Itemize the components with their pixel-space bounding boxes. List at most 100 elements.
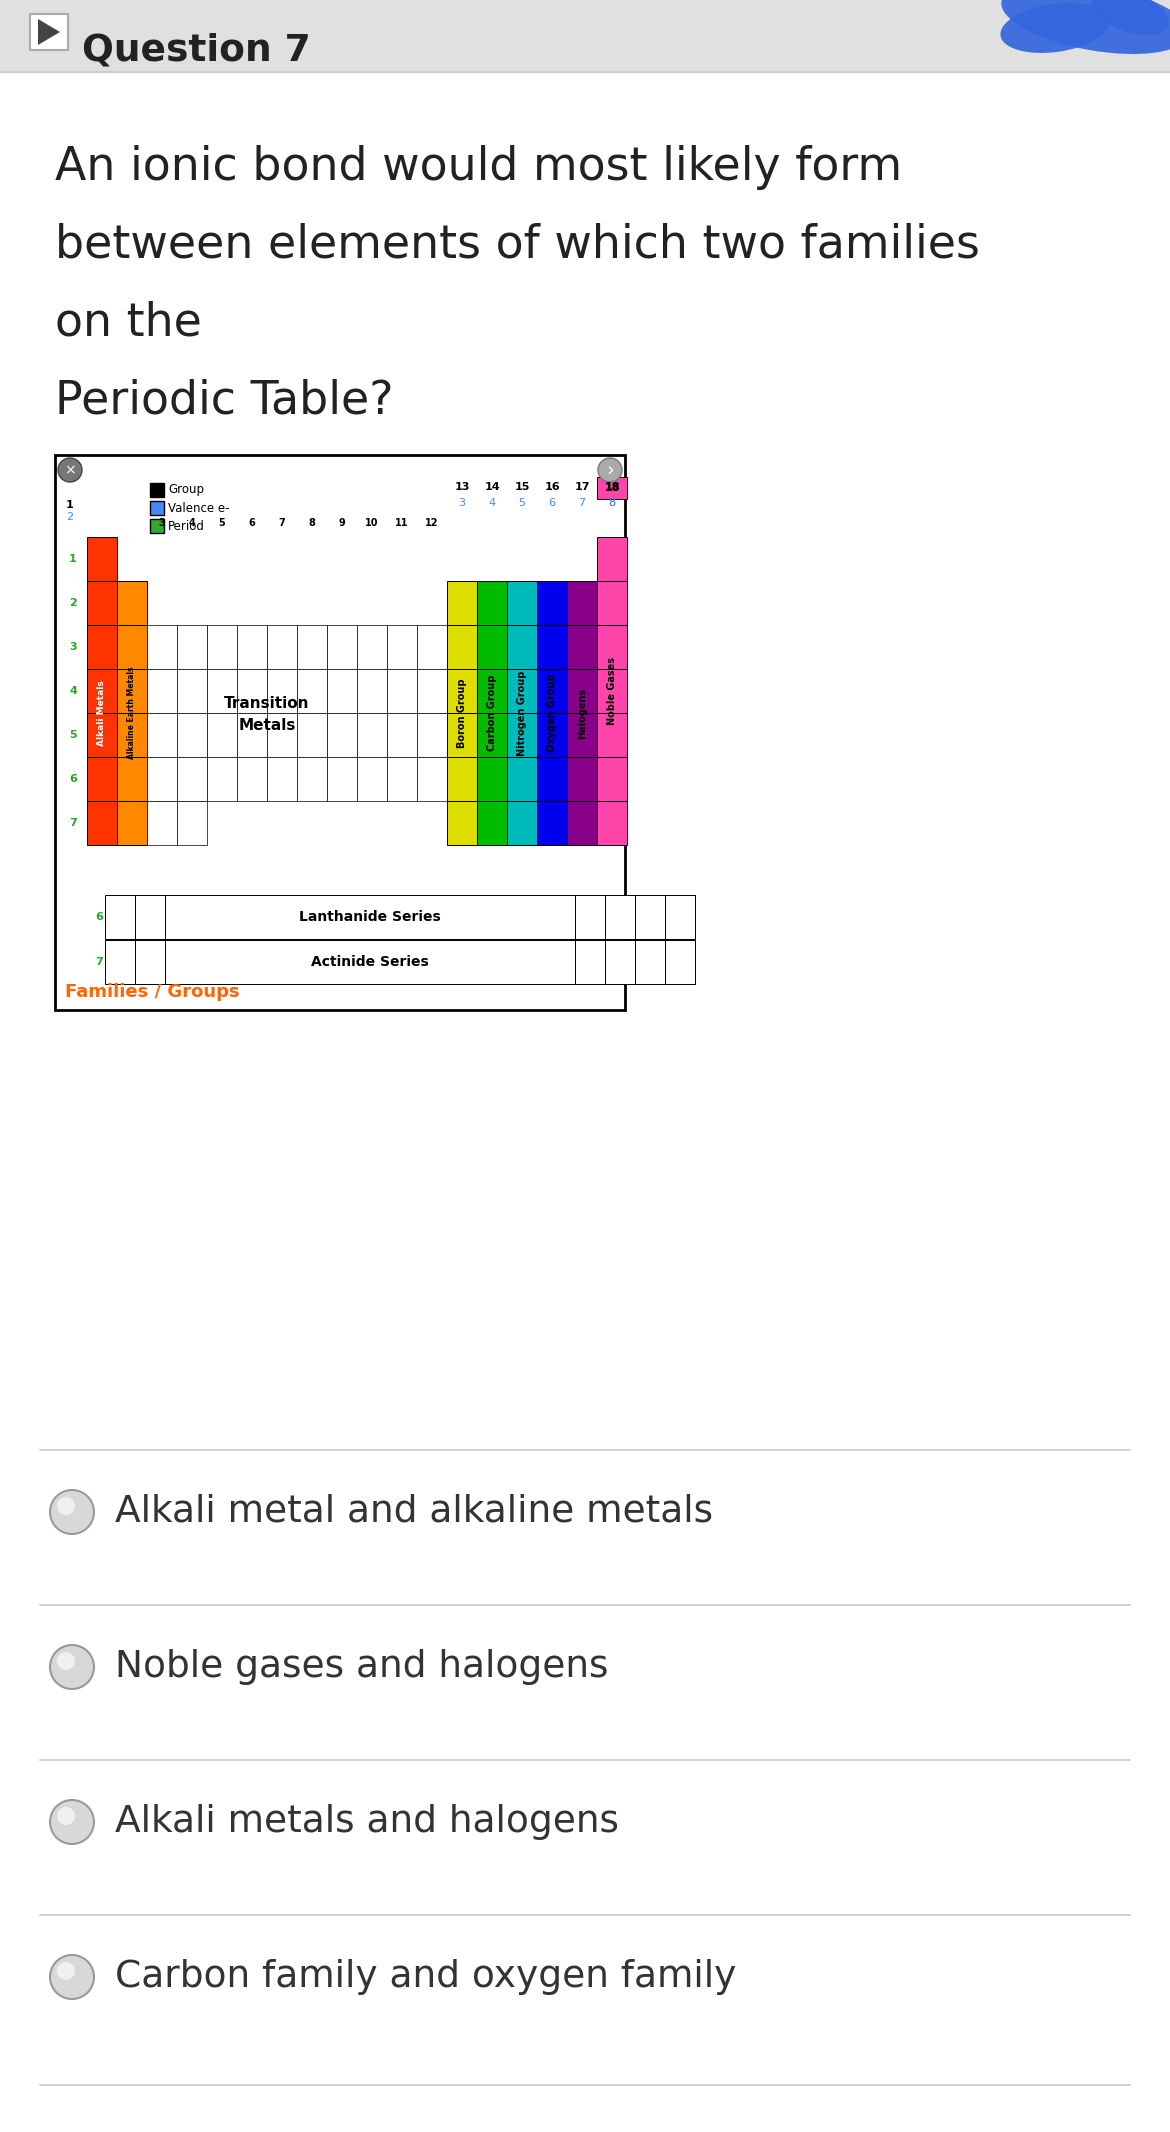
FancyBboxPatch shape [177,802,207,844]
FancyBboxPatch shape [635,940,665,985]
Ellipse shape [1002,0,1170,53]
Text: 6: 6 [69,774,77,785]
FancyBboxPatch shape [267,712,297,757]
Circle shape [58,458,82,482]
Text: 7: 7 [278,518,285,529]
FancyBboxPatch shape [597,537,627,582]
Text: 13: 13 [454,482,469,492]
FancyBboxPatch shape [87,757,117,802]
FancyBboxPatch shape [147,757,177,802]
Text: 4: 4 [488,499,496,507]
FancyBboxPatch shape [537,712,567,757]
FancyBboxPatch shape [326,757,357,802]
Text: Alkali metal and alkaline metals: Alkali metal and alkaline metals [115,1495,714,1531]
Text: 15: 15 [515,482,530,492]
FancyBboxPatch shape [147,712,177,757]
FancyBboxPatch shape [87,802,117,844]
FancyBboxPatch shape [567,712,597,757]
FancyBboxPatch shape [477,757,507,802]
FancyBboxPatch shape [150,501,164,516]
FancyBboxPatch shape [477,712,507,757]
FancyBboxPatch shape [567,802,597,844]
FancyBboxPatch shape [597,582,627,625]
Text: Period: Period [168,520,205,533]
Circle shape [598,458,622,482]
FancyBboxPatch shape [417,712,447,757]
Text: 4: 4 [188,518,195,529]
FancyBboxPatch shape [117,669,147,712]
Text: between elements of which two families: between elements of which two families [55,224,980,269]
Text: Alkali metals and halogens: Alkali metals and halogens [115,1804,619,1840]
FancyBboxPatch shape [447,757,477,802]
FancyBboxPatch shape [87,669,117,712]
FancyBboxPatch shape [135,940,165,985]
FancyBboxPatch shape [177,712,207,757]
Text: Noble gases and halogens: Noble gases and halogens [115,1648,608,1684]
FancyBboxPatch shape [326,712,357,757]
FancyBboxPatch shape [567,669,597,712]
FancyBboxPatch shape [150,518,164,533]
FancyBboxPatch shape [267,669,297,712]
FancyBboxPatch shape [267,625,297,669]
FancyBboxPatch shape [537,757,567,802]
Text: Carbon family and oxygen family: Carbon family and oxygen family [115,1959,736,1996]
Text: Group: Group [168,484,204,497]
FancyBboxPatch shape [117,712,147,757]
Text: on the: on the [55,301,202,345]
FancyBboxPatch shape [207,669,238,712]
FancyBboxPatch shape [477,625,507,669]
FancyBboxPatch shape [117,757,147,802]
FancyBboxPatch shape [417,757,447,802]
Circle shape [57,1808,75,1825]
FancyBboxPatch shape [387,669,417,712]
FancyBboxPatch shape [477,669,507,712]
FancyBboxPatch shape [417,625,447,669]
FancyBboxPatch shape [87,625,117,669]
FancyBboxPatch shape [537,582,567,625]
FancyBboxPatch shape [477,582,507,625]
Text: 9: 9 [338,518,345,529]
Text: 3: 3 [459,499,466,507]
FancyBboxPatch shape [477,802,507,844]
FancyBboxPatch shape [537,669,567,712]
FancyBboxPatch shape [165,940,574,985]
FancyBboxPatch shape [0,72,1170,2132]
FancyBboxPatch shape [597,757,627,802]
FancyBboxPatch shape [567,582,597,625]
FancyBboxPatch shape [387,712,417,757]
FancyBboxPatch shape [387,757,417,802]
FancyBboxPatch shape [665,895,695,938]
FancyBboxPatch shape [165,895,574,938]
FancyBboxPatch shape [507,757,537,802]
Ellipse shape [1092,0,1168,36]
FancyBboxPatch shape [55,454,625,1011]
Text: ›: › [606,461,614,480]
Text: Question 7: Question 7 [82,32,311,68]
FancyBboxPatch shape [357,757,387,802]
FancyBboxPatch shape [207,625,238,669]
FancyBboxPatch shape [326,625,357,669]
FancyBboxPatch shape [150,484,164,497]
Circle shape [50,1646,94,1689]
FancyBboxPatch shape [665,940,695,985]
FancyBboxPatch shape [147,802,177,844]
Text: Boron Group: Boron Group [457,678,467,748]
Text: ×: × [64,463,76,478]
Text: Oxygen Group: Oxygen Group [548,674,557,753]
FancyBboxPatch shape [597,712,627,757]
Text: Metals: Metals [239,718,296,733]
FancyBboxPatch shape [135,895,165,938]
Text: 10: 10 [365,518,379,529]
Text: 1: 1 [67,501,74,510]
FancyBboxPatch shape [597,669,627,712]
Text: Families / Groups: Families / Groups [66,983,240,1002]
Text: 6: 6 [95,912,103,921]
FancyBboxPatch shape [238,669,267,712]
FancyBboxPatch shape [605,895,635,938]
Text: 1: 1 [69,554,77,565]
Text: 6: 6 [248,518,255,529]
FancyBboxPatch shape [507,669,537,712]
Circle shape [50,1955,94,2000]
Text: 7: 7 [69,819,77,827]
Text: 7: 7 [95,957,103,968]
